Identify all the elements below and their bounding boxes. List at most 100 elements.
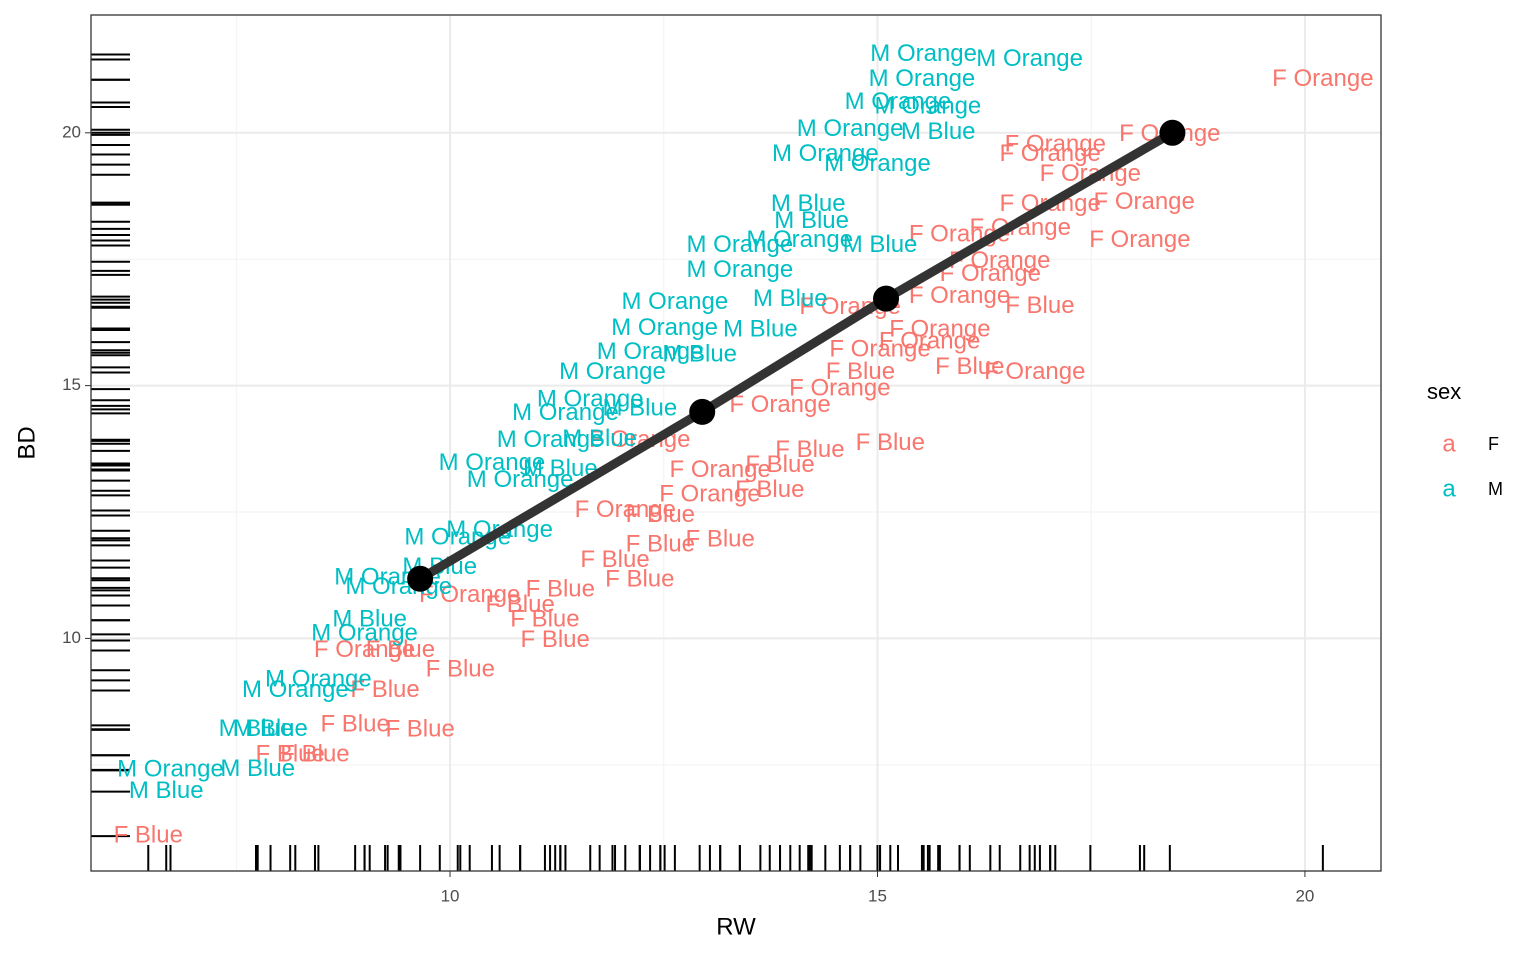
point-label: F Orange (984, 358, 1085, 385)
legend-label: M (1488, 479, 1503, 499)
point-label: M Orange (869, 65, 976, 92)
point-label: F Orange (999, 140, 1100, 167)
point-label: M Orange (439, 449, 546, 476)
y-tick-label: 10 (62, 628, 81, 647)
point-label: F Blue (626, 531, 695, 558)
point-label: M Orange (622, 288, 729, 315)
point-label: M Orange (772, 140, 879, 167)
summary-point (689, 398, 716, 425)
point-label: F Blue (826, 358, 895, 385)
legend-label: F (1488, 434, 1499, 454)
point-label: F Blue (735, 476, 804, 503)
point-label: F Blue (856, 429, 925, 456)
point-label: M Blue (723, 315, 798, 342)
point-label: M Orange (497, 426, 604, 453)
point-label: F Blue (626, 501, 695, 528)
summary-point (407, 565, 434, 592)
panel (91, 15, 1381, 871)
point-label: F Blue (935, 353, 1004, 380)
point-label: M Orange (345, 573, 452, 600)
point-label: F Orange (909, 282, 1010, 309)
point-label: F Orange (789, 374, 890, 401)
point-label: F Blue (775, 436, 844, 463)
point-label: M Orange (117, 756, 224, 783)
summary-point (1159, 119, 1186, 146)
point-label: F Blue (385, 715, 454, 742)
point-label: F Blue (280, 741, 349, 768)
point-label: F Orange (419, 581, 520, 608)
point-label: M Orange (870, 40, 977, 67)
point-label: M Orange (686, 256, 793, 283)
point-label: F Blue (255, 741, 324, 768)
point-label: M Blue (753, 285, 828, 312)
point-label: M Blue (901, 118, 976, 145)
point-label: M Orange (537, 386, 644, 413)
x-tick-label: 10 (441, 886, 460, 905)
panel-border (90, 14, 1382, 872)
point-label: M Orange (512, 399, 619, 426)
point-label: F Orange (669, 456, 770, 483)
point-label: M Blue (219, 715, 294, 742)
point-label: M Blue (602, 395, 677, 422)
point-label: F Blue (510, 606, 579, 633)
point-label: M Orange (611, 314, 718, 341)
point-label: F Blue (366, 636, 435, 663)
point-label: M Orange (746, 226, 853, 253)
point-label: M Orange (824, 150, 931, 177)
point-label: M Blue (771, 190, 846, 217)
point-label: F Blue (605, 566, 674, 593)
point-label: M Blue (233, 715, 308, 742)
point-label: F Blue (426, 656, 495, 683)
summary-point (873, 285, 900, 312)
point-label: M Orange (265, 666, 372, 693)
point-label: M Orange (242, 676, 349, 703)
point-label: M Blue (562, 425, 637, 452)
point-label: F Blue (350, 676, 419, 703)
point-label: F Orange (1089, 226, 1190, 253)
y-tick-label: 15 (62, 375, 81, 394)
point-label: M Blue (774, 207, 849, 234)
point-label: M Orange (797, 115, 904, 142)
point-label: M Blue (129, 777, 204, 804)
point-label: F Orange (1272, 65, 1373, 92)
legend-title: sex (1427, 379, 1461, 404)
point-label: M Orange (559, 358, 666, 385)
y-axis-title: BD (13, 426, 40, 459)
point-label: M Orange (597, 338, 704, 365)
point-label: F Orange (575, 496, 676, 523)
point-label: F Blue (685, 526, 754, 553)
point-label: M Orange (467, 466, 574, 493)
point-label: M Blue (220, 755, 295, 782)
point-label: F Blue (485, 591, 554, 618)
point-label: F Orange (829, 336, 930, 363)
y-tick-label: 20 (62, 122, 81, 141)
point-label: F Blue (580, 546, 649, 573)
x-tick-label: 20 (1295, 886, 1314, 905)
point-label: F Blue (114, 821, 183, 848)
point-label: F Orange (659, 481, 760, 508)
point-label: F Blue (745, 451, 814, 478)
point-label: F Orange (729, 391, 830, 418)
point-label: M Orange (686, 231, 793, 258)
point-label: M Orange (976, 45, 1083, 72)
point-label: F Orange (940, 260, 1041, 287)
x-axis-title: RW (716, 913, 756, 940)
point-label: M Orange (311, 620, 418, 647)
point-label: M Blue (662, 341, 737, 368)
point-label: F Orange (1005, 130, 1106, 157)
legend-key: a (1442, 475, 1456, 502)
point-label: F Orange (879, 327, 980, 354)
point-label: F Blue (526, 576, 595, 603)
point-label: M Blue (332, 606, 407, 633)
point-label: F Orange (314, 636, 415, 663)
legend-key: a (1442, 430, 1456, 457)
x-tick-label: 15 (868, 886, 887, 905)
point-label: F Blue (320, 711, 389, 738)
point-label: M Blue (843, 231, 918, 258)
point-label: F Blue (1005, 292, 1074, 319)
point-label: M Orange (845, 88, 952, 115)
point-label: F Blue (521, 626, 590, 653)
point-label: F Orange (889, 315, 990, 342)
point-label: F Orange (1094, 188, 1195, 215)
